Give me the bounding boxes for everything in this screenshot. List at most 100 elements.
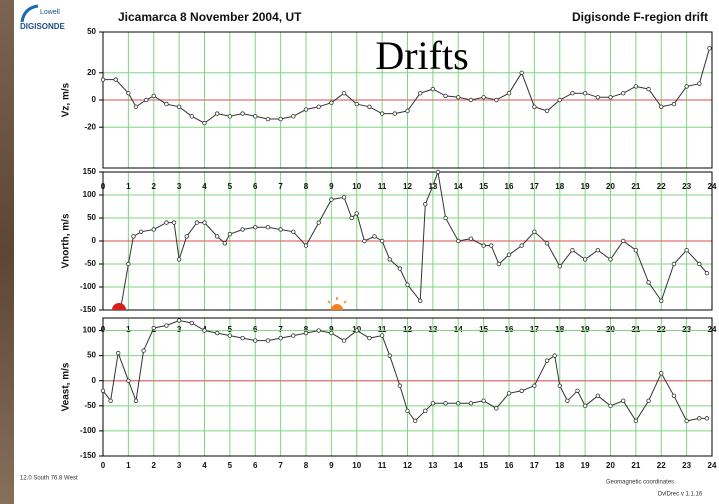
y-tick-label: -100	[80, 426, 97, 435]
x-tick-label: 3	[177, 325, 182, 334]
x-tick-label: 16	[505, 325, 514, 334]
y-tick-label: -100	[80, 282, 97, 291]
data-point	[329, 100, 334, 105]
y-tick-label: 0	[92, 376, 97, 385]
x-tick-label: 18	[555, 461, 564, 470]
data-point	[392, 111, 398, 116]
data-point	[100, 388, 106, 393]
x-tick-label: 15	[479, 325, 488, 334]
x-tick-label: 6	[253, 461, 258, 470]
y-tick-label: -150	[80, 451, 97, 460]
data-point	[291, 114, 296, 119]
data-point	[329, 197, 334, 202]
data-point	[697, 81, 702, 86]
data-point	[341, 90, 347, 96]
data-point	[582, 90, 588, 96]
data-point	[372, 234, 377, 239]
plot-frame	[102, 31, 713, 169]
x-tick-label: 23	[682, 182, 691, 191]
data-point	[608, 95, 613, 100]
x-tick-label: 14	[454, 461, 463, 470]
data-point	[341, 195, 347, 200]
plot-frame	[102, 317, 713, 457]
x-tick-label: 21	[631, 325, 640, 334]
x-tick-label: 19	[581, 461, 590, 470]
data-point	[189, 320, 195, 326]
data-point	[417, 90, 423, 96]
data-point	[417, 298, 423, 303]
data-point	[278, 335, 283, 341]
data-point	[633, 247, 639, 253]
data-point	[456, 95, 461, 100]
data-point	[595, 95, 601, 100]
x-tick-label: 14	[454, 325, 463, 334]
x-tick-label: 11	[378, 182, 387, 191]
data-point	[481, 243, 486, 248]
x-tick-label: 20	[606, 461, 615, 470]
x-tick-label: 4	[202, 461, 207, 470]
data-point	[253, 224, 258, 230]
data-point	[496, 261, 502, 267]
data-point	[519, 70, 524, 75]
data-point	[278, 116, 283, 122]
data-point	[659, 104, 664, 109]
y-tick-label: 150	[83, 167, 97, 176]
data-point	[202, 328, 207, 333]
x-tick-label: 22	[657, 325, 666, 334]
data-point	[291, 229, 296, 234]
x-tick-label: 6	[253, 325, 258, 334]
data-point	[481, 398, 486, 403]
x-tick-label: 20	[606, 182, 615, 191]
x-tick-label: 19	[581, 182, 590, 191]
data-point	[176, 257, 182, 262]
data-point	[354, 328, 359, 333]
x-tick-label: 7	[278, 461, 283, 470]
data-point	[303, 107, 309, 112]
data-point	[349, 215, 354, 221]
x-tick-label: 2	[152, 461, 157, 470]
y-tick-label: 50	[87, 351, 96, 360]
data-point	[489, 243, 494, 248]
data-point	[379, 333, 385, 338]
logo-arc	[20, 4, 39, 23]
x-tick-label: 9	[329, 325, 334, 334]
data-point	[620, 398, 626, 403]
data-point	[430, 401, 436, 406]
x-tick-label: 14	[454, 182, 463, 191]
data-point	[552, 353, 557, 358]
sunset-icon	[327, 297, 347, 310]
data-point	[570, 90, 575, 96]
data-point	[278, 227, 283, 232]
data-point	[423, 201, 428, 207]
data-point	[214, 111, 220, 116]
x-tick-label: 19	[581, 325, 590, 334]
x-tick-label: 17	[530, 325, 539, 334]
data-point	[164, 101, 169, 107]
x-tick-label: 23	[682, 325, 691, 334]
x-tick-label: 18	[555, 325, 564, 334]
x-tick-label: 22	[657, 461, 666, 470]
data-point	[329, 330, 334, 336]
x-tick-label: 9	[329, 461, 334, 470]
y-tick-label: -50	[84, 401, 96, 410]
data-point	[481, 95, 486, 100]
data-point	[430, 183, 436, 188]
x-tick-label: 1	[126, 182, 131, 191]
data-point	[265, 338, 271, 343]
y-axis-label: Vnorth, m/s	[61, 213, 72, 268]
x-tick-label: 21	[631, 182, 640, 191]
data-point	[704, 271, 710, 276]
data-point	[133, 398, 139, 403]
data-point	[646, 280, 651, 285]
data-point	[354, 101, 359, 107]
data-point	[633, 418, 639, 424]
data-point	[494, 97, 499, 103]
data-point	[532, 104, 537, 109]
x-tick-label: 11	[378, 325, 387, 334]
y-tick-label: 0	[92, 95, 97, 104]
data-point	[184, 234, 189, 239]
data-point	[697, 261, 702, 267]
data-point	[565, 398, 570, 403]
y-tick-label: 20	[87, 68, 96, 77]
x-tick-label: 16	[505, 461, 514, 470]
